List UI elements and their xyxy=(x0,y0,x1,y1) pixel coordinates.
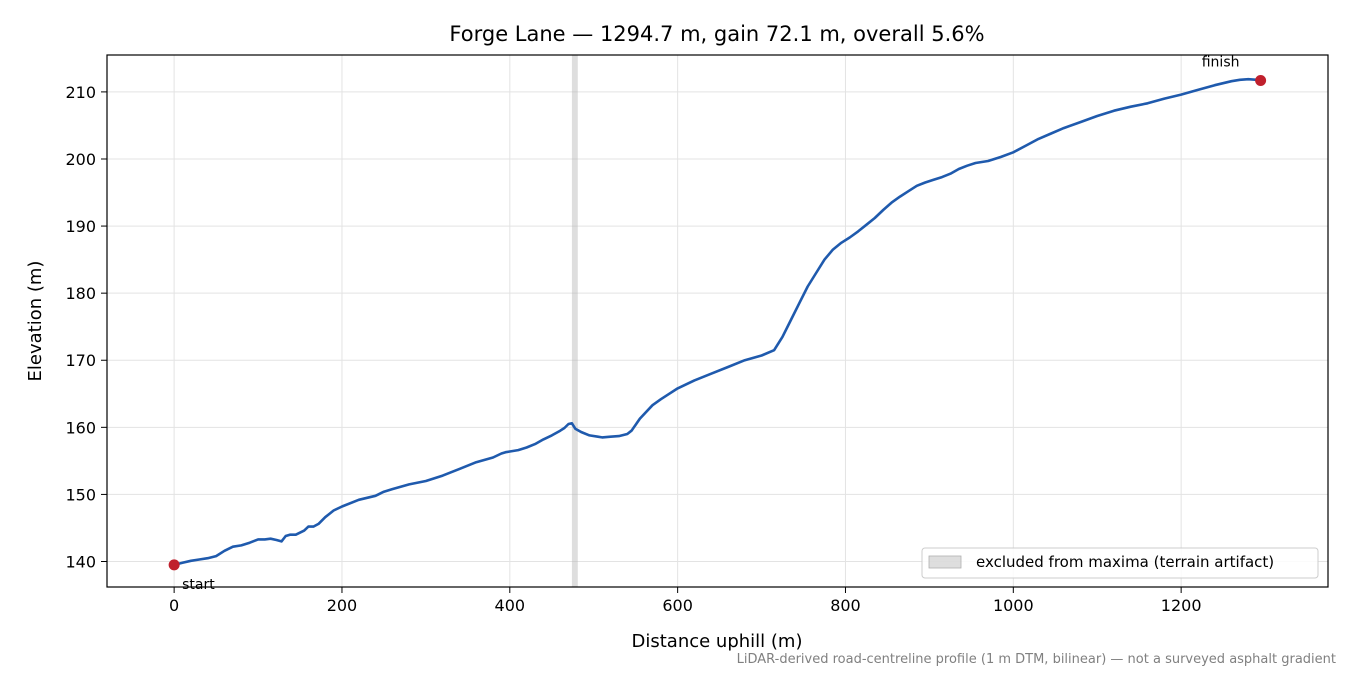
y-axis-label: Elevation (m) xyxy=(25,261,46,382)
finish-label: finish xyxy=(1202,54,1240,70)
legend-label: excluded from maxima (terrain artifact) xyxy=(976,553,1274,571)
start-label: start xyxy=(182,577,215,593)
y-tick-label: 160 xyxy=(65,418,96,437)
y-tick-label: 200 xyxy=(65,150,96,169)
y-tick-label: 180 xyxy=(65,284,96,303)
x-tick-label: 800 xyxy=(830,596,861,615)
footnote: LiDAR-derived road-centreline profile (1… xyxy=(736,652,1336,667)
x-axis-label: Distance uphill (m) xyxy=(632,631,803,652)
y-tick-label: 140 xyxy=(65,553,96,572)
y-axis: 140 150 160 170 180 190 200 210 xyxy=(65,83,107,572)
excluded-band xyxy=(571,55,578,587)
x-tick-label: 600 xyxy=(662,596,693,615)
legend-frame xyxy=(921,547,1319,579)
x-tick-label: 1000 xyxy=(993,596,1034,615)
start-marker xyxy=(168,559,180,571)
y-tick-label: 190 xyxy=(65,217,96,236)
x-axis: 0 200 400 600 800 1000 1200 xyxy=(169,587,1202,615)
legend-swatch xyxy=(928,555,962,569)
y-tick-label: 150 xyxy=(65,485,96,504)
y-tick-label: 170 xyxy=(65,351,96,370)
elevation-line xyxy=(173,77,1261,567)
x-tick-label: 200 xyxy=(327,596,358,615)
x-tick-label: 400 xyxy=(495,596,526,615)
chart-title: Forge Lane — 1294.7 m, gain 72.1 m, over… xyxy=(449,22,984,46)
grid xyxy=(107,55,1328,587)
finish-marker xyxy=(1255,74,1267,86)
plot-frame xyxy=(106,54,1329,588)
x-tick-label: 1200 xyxy=(1161,596,1202,615)
y-tick-label: 210 xyxy=(65,83,96,102)
legend: excluded from maxima (terrain artifact) xyxy=(921,547,1319,579)
x-tick-label: 0 xyxy=(169,596,179,615)
